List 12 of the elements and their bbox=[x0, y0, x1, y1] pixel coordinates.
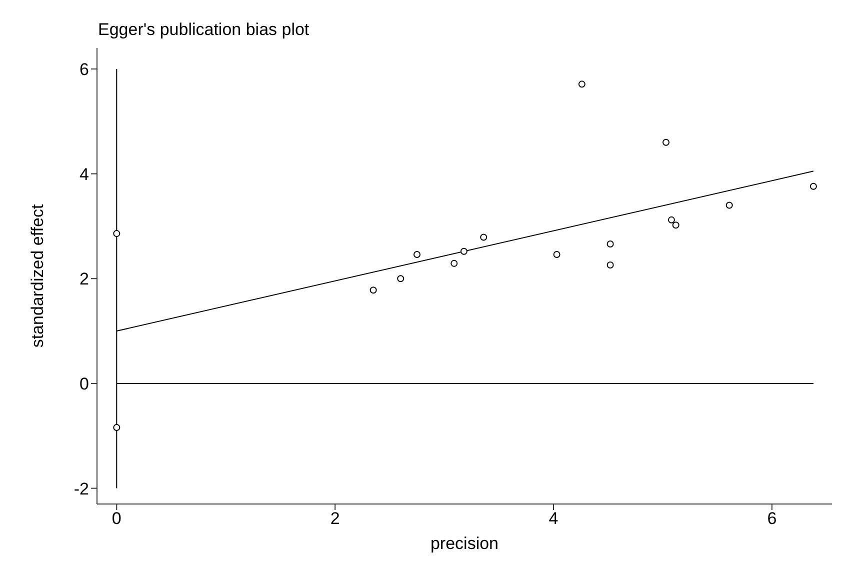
y-tick-label: 2 bbox=[80, 270, 89, 289]
y-axis-title: standardized effect bbox=[28, 204, 48, 348]
x-tick-label: 4 bbox=[548, 509, 558, 528]
x-tick-label: 6 bbox=[767, 509, 777, 528]
y-tick-label: 4 bbox=[80, 164, 89, 184]
x-tick-label: 2 bbox=[330, 509, 340, 528]
x-tick-label: 0 bbox=[112, 509, 122, 528]
y-tick-label: 0 bbox=[80, 374, 89, 394]
y-tick-label: -2 bbox=[74, 479, 89, 498]
y-tick-label: 6 bbox=[80, 60, 89, 79]
chart-title: Egger's publication bias plot bbox=[98, 20, 310, 40]
x-axis-title: precision bbox=[430, 534, 499, 553]
